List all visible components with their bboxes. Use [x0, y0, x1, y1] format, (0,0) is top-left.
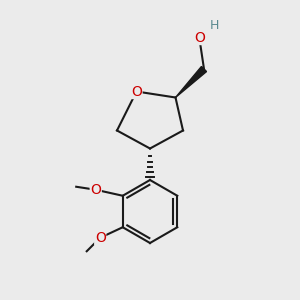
Polygon shape: [176, 67, 206, 98]
Text: O: O: [90, 183, 101, 197]
Text: O: O: [194, 31, 205, 44]
Text: H: H: [210, 19, 219, 32]
Text: O: O: [95, 231, 106, 245]
Text: O: O: [131, 85, 142, 98]
